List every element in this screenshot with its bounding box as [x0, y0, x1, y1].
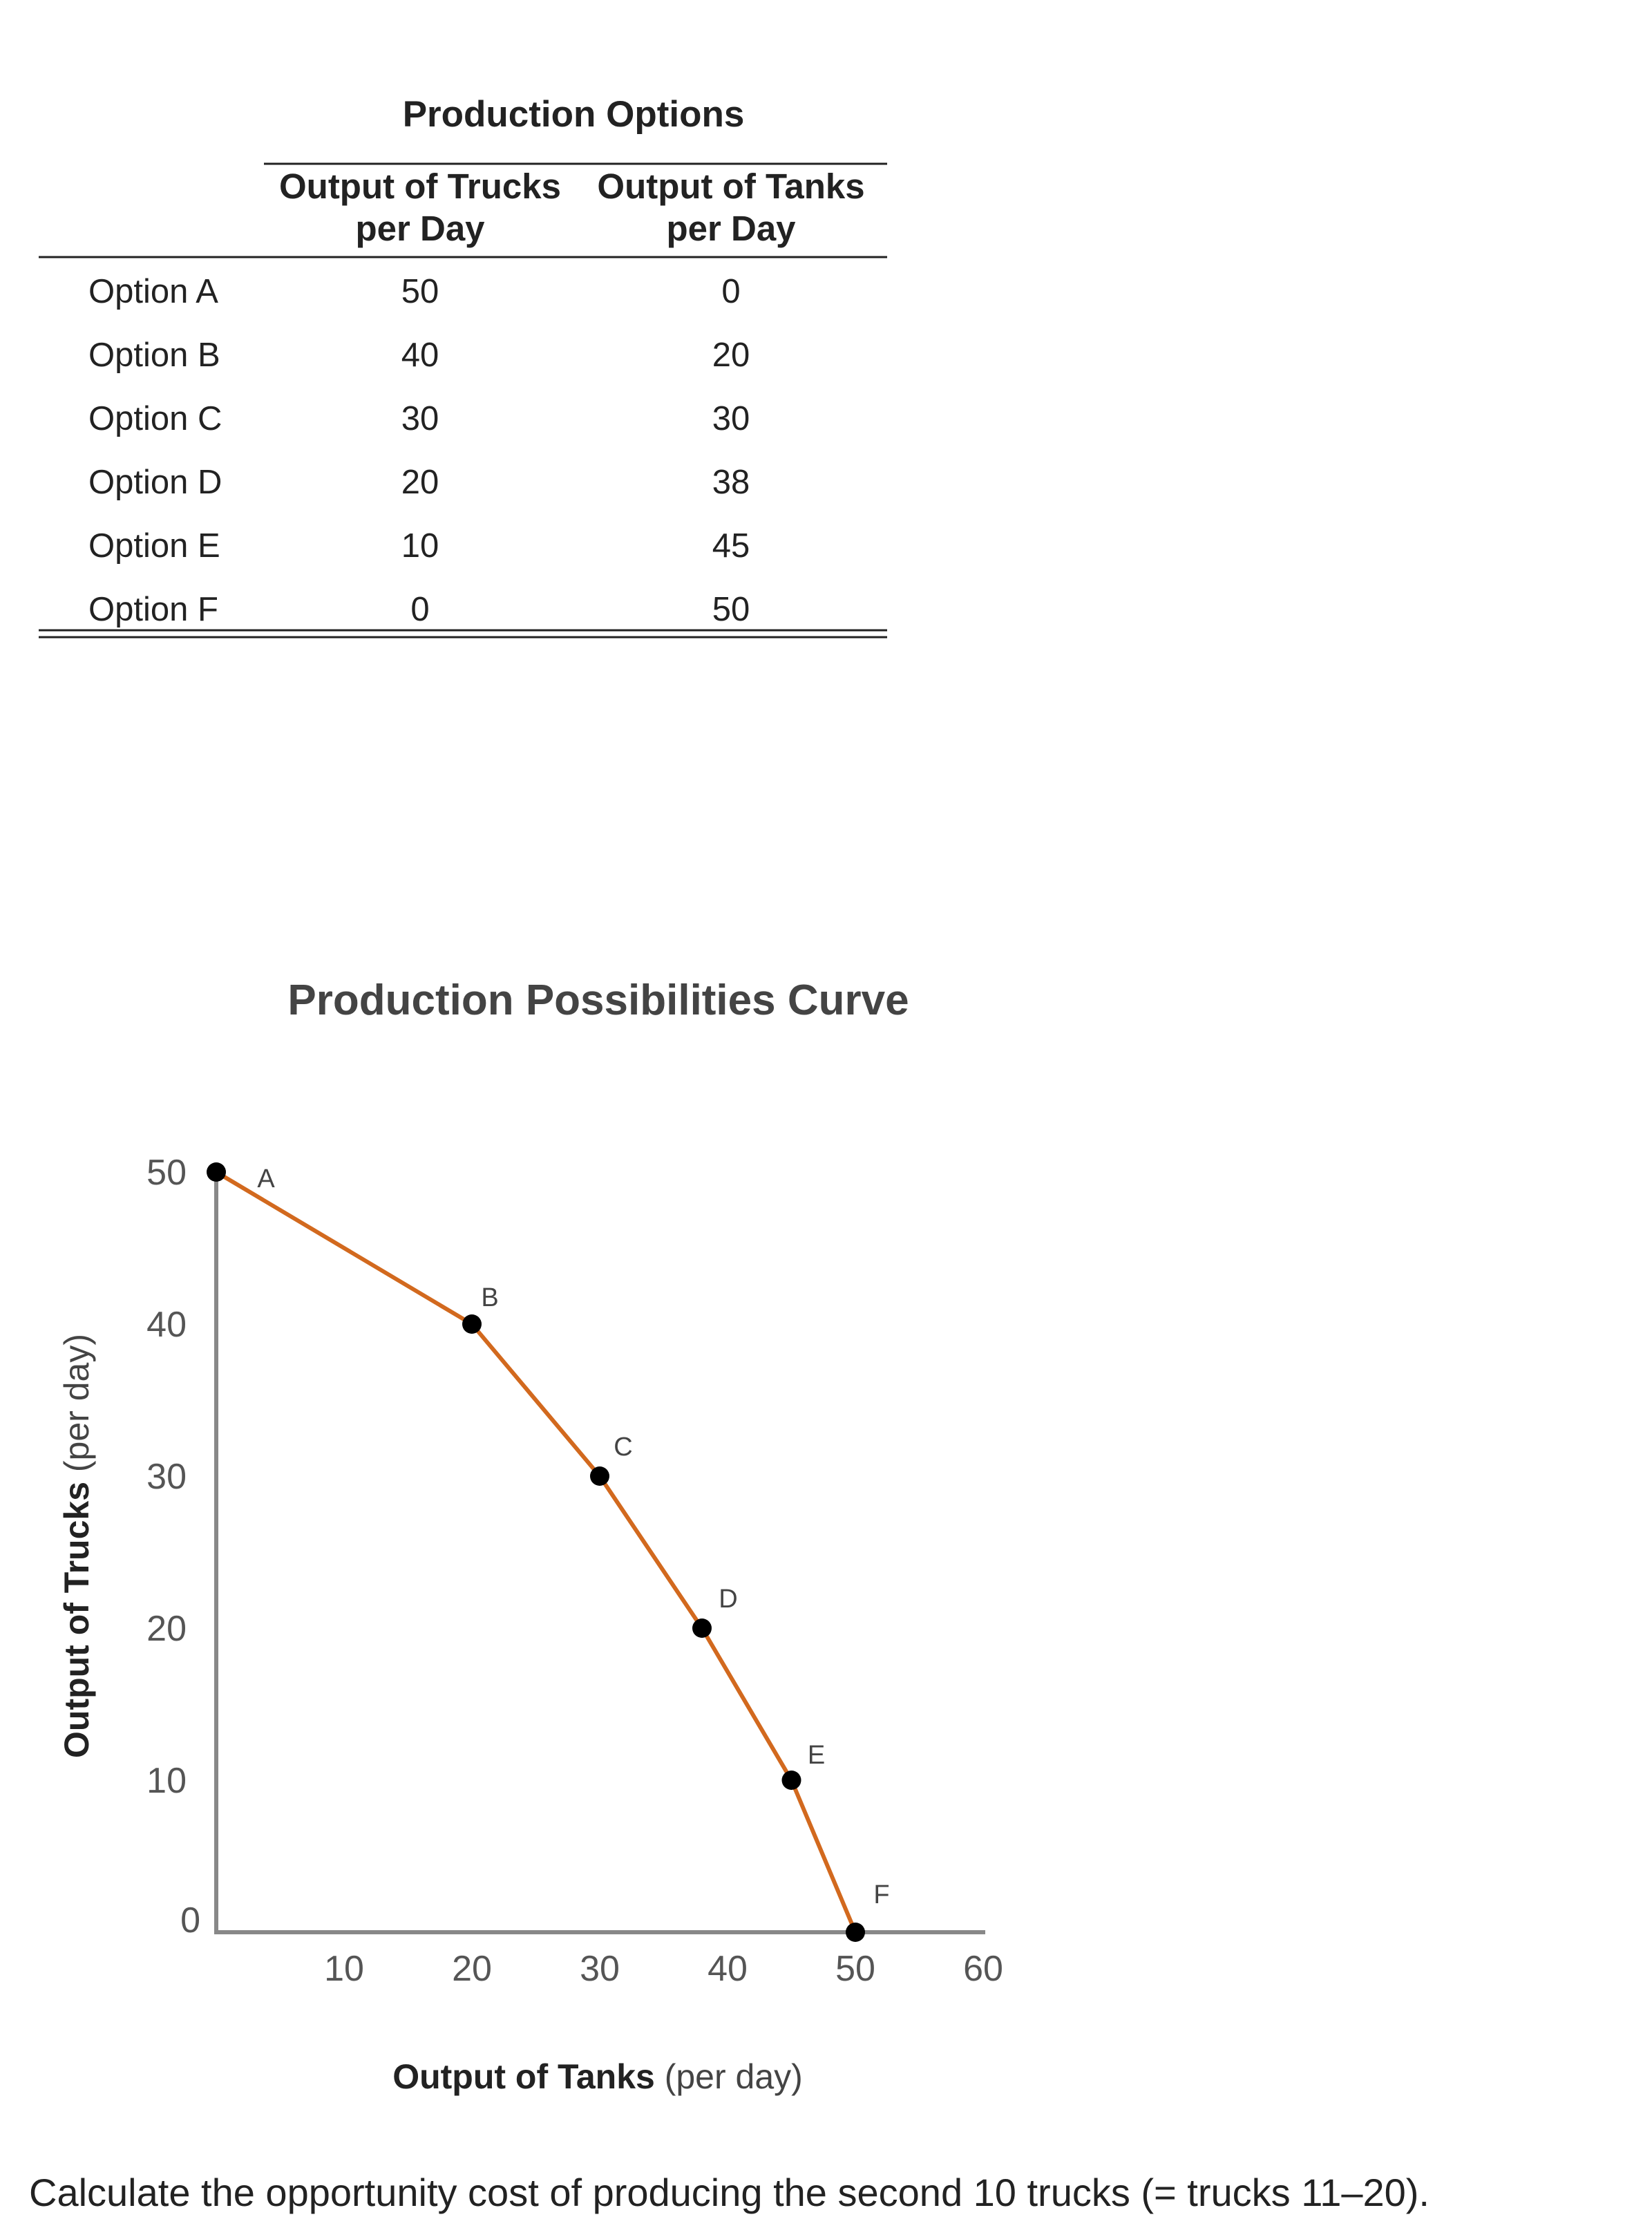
header-trucks-line1: Output of Trucks	[279, 167, 561, 206]
y-tick-label: 10	[146, 1761, 187, 1801]
x-tick-label: 40	[708, 1949, 748, 1989]
point-label-b: B	[481, 1283, 498, 1312]
row-trucks-value: 30	[401, 400, 439, 437]
question-text: Calculate the opportunity cost of produc…	[29, 2171, 1430, 2214]
header-trucks-line2: per Day	[355, 209, 485, 248]
row-tanks-value: 50	[712, 591, 750, 628]
row-tanks-value: 20	[712, 337, 750, 374]
y-tick-label: 50	[146, 1153, 187, 1193]
row-trucks-value: 20	[401, 464, 439, 501]
y-axis-label-rest: (per day)	[57, 1334, 96, 1482]
point-f	[846, 1923, 865, 1942]
point-label-e: E	[808, 1741, 825, 1770]
point-c	[590, 1466, 609, 1486]
x-tick-labels: 10 20 30 40 50 60	[324, 1949, 1003, 1989]
row-option-label: Option F	[88, 591, 218, 628]
row-tanks-value: 30	[712, 400, 750, 437]
ppc-points: A B C D E F	[207, 1162, 890, 1942]
chart-title: Production Possibilities Curve	[287, 976, 909, 1024]
point-label-d: D	[719, 1585, 737, 1614]
row-option-label: Option A	[88, 273, 218, 310]
row-tanks-value: 45	[712, 527, 750, 565]
point-label-c: C	[614, 1433, 632, 1462]
row-option-label: Option D	[88, 464, 222, 501]
point-label-f: F	[873, 1880, 889, 1909]
ppc-chart: Production Possibilities Curve 0 10 20 30 40…	[57, 976, 1003, 2096]
row-option-label: Option C	[88, 400, 222, 437]
row-tanks-value: 0	[721, 273, 740, 310]
axes	[214, 1164, 985, 1934]
point-b	[462, 1314, 482, 1334]
x-tick-label: 10	[324, 1949, 364, 1989]
table-body: Option A 50 0 Option B 40 20 Option C 30 30 Optio…	[88, 273, 750, 628]
x-tick-label: 50	[835, 1949, 875, 1989]
point-a	[207, 1162, 226, 1182]
header-tanks-line2: per Day	[666, 209, 796, 248]
x-tick-label: 20	[452, 1949, 492, 1989]
y-tick-label: 0	[180, 1900, 200, 1941]
table-title: Production Options	[403, 94, 745, 135]
y-tick-label: 20	[146, 1609, 187, 1649]
x-axis-label: Output of Tanks (per day)	[392, 2057, 803, 2096]
y-axis-label-bold: Output of Trucks	[57, 1482, 96, 1758]
row-trucks-value: 10	[401, 527, 439, 565]
production-options-table: Production Options Output of Trucks per …	[39, 94, 887, 639]
x-axis-label-bold: Output of Tanks	[392, 2057, 655, 2096]
x-tick-label: 30	[580, 1949, 620, 1989]
ppc-curve	[215, 1170, 857, 1934]
x-tick-label: 60	[963, 1949, 1003, 1989]
row-tanks-value: 38	[712, 464, 750, 501]
y-tick-labels: 0 10 20 30 40 50	[146, 1153, 200, 1941]
row-trucks-value: 50	[401, 273, 439, 310]
row-option-label: Option E	[88, 527, 220, 565]
row-option-label: Option B	[88, 337, 220, 374]
y-tick-label: 30	[146, 1457, 187, 1497]
point-label-a: A	[257, 1164, 275, 1193]
point-e	[781, 1771, 801, 1790]
y-tick-label: 40	[146, 1305, 187, 1345]
y-axis-label: Output of Trucks (per day)	[57, 1334, 96, 1758]
row-trucks-value: 0	[410, 591, 429, 628]
row-trucks-value: 40	[401, 337, 439, 374]
x-axis-label-rest: (per day)	[655, 2057, 803, 2096]
point-d	[692, 1618, 712, 1638]
header-tanks-line1: Output of Tanks	[597, 167, 864, 206]
